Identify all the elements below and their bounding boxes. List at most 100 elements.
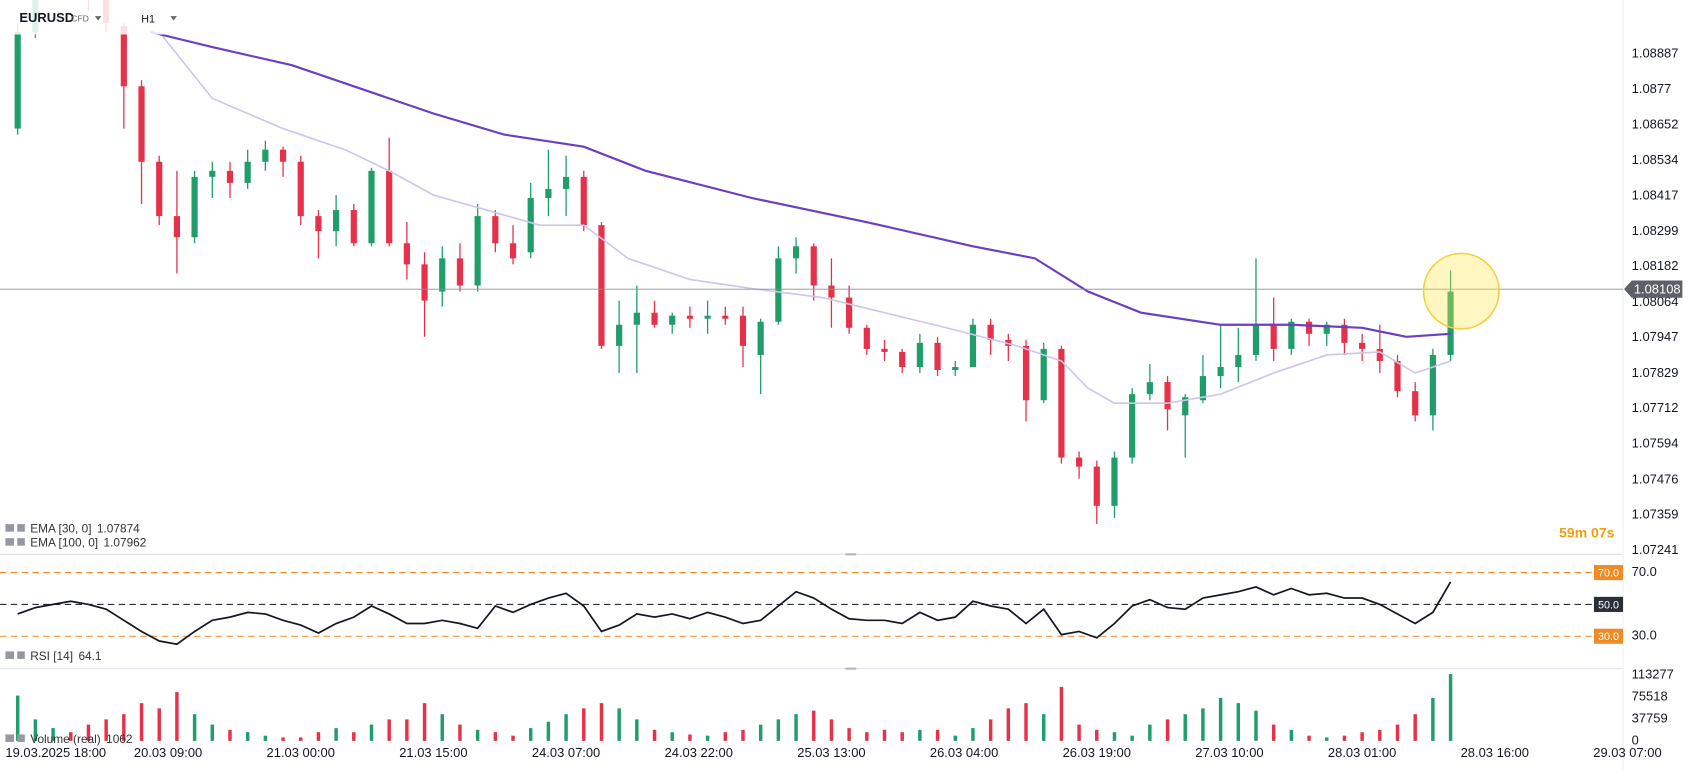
volume-bar	[1095, 729, 1099, 741]
candle-body	[209, 170, 216, 177]
volume-bar	[192, 714, 197, 741]
candle-body	[1182, 397, 1189, 416]
volume-bar	[1378, 729, 1382, 741]
candle-body	[350, 210, 357, 244]
price-plot	[14, 0, 1454, 524]
dropdown-arrow[interactable]	[170, 16, 177, 21]
volume-bar	[1006, 708, 1011, 741]
candle-body	[279, 149, 287, 162]
price-tick-label: 1.07947	[1632, 329, 1679, 344]
candle-body	[633, 312, 640, 325]
candle-body	[14, 31, 21, 129]
volume-bar	[139, 703, 144, 741]
candle-body	[138, 86, 145, 162]
volume-bar	[741, 729, 745, 741]
volume-bar	[953, 735, 957, 741]
volume-bar	[157, 708, 161, 741]
volume-bar	[281, 737, 285, 741]
candle-body	[1359, 342, 1366, 349]
legend-value: 1.07874	[97, 522, 140, 536]
volume-bar	[316, 732, 321, 741]
candle-body	[474, 216, 481, 286]
candle-body	[1058, 348, 1065, 458]
volume-bar	[758, 724, 763, 741]
volume-bar	[812, 710, 816, 741]
candle-body	[244, 161, 251, 183]
timeframe[interactable]: H1	[141, 13, 155, 25]
time-tick-label: 29.03 07:00	[1593, 745, 1661, 760]
volume-bar	[546, 721, 551, 741]
candle-body	[916, 342, 923, 368]
volume-bar	[1289, 729, 1294, 741]
volume-bar	[1165, 719, 1170, 741]
volume-bar	[617, 708, 621, 741]
volume-bar	[405, 719, 409, 741]
rsi-level-box	[1593, 565, 1624, 581]
volume-bar	[635, 719, 639, 741]
symbol[interactable]: EURUSD	[19, 10, 74, 25]
candle-body	[1376, 348, 1383, 361]
candle-body	[1022, 345, 1030, 401]
price-tick-label: 1.08417	[1632, 187, 1679, 202]
candle-body	[120, 25, 127, 87]
volume-bar	[971, 728, 975, 741]
volume-bar	[847, 728, 851, 741]
volume-bar	[528, 728, 533, 741]
volume-bar	[935, 729, 940, 741]
time-tick-label: 19.03.2025 18:00	[5, 745, 106, 760]
dropdown-arrow[interactable]	[94, 16, 102, 21]
time-tick-label: 21.03 15:00	[399, 745, 467, 760]
legend-icons	[5, 524, 25, 742]
rsi-tick-label: 70.0	[1632, 564, 1657, 579]
rsi-level-box	[1593, 628, 1624, 644]
volume-bar	[33, 719, 38, 741]
volume-bar	[228, 729, 232, 741]
time-tick-label: 21.03 00:00	[267, 745, 335, 760]
time-tick-label: 20.03 09:00	[134, 745, 202, 760]
price-tick-label: 1.07594	[1632, 436, 1679, 451]
rsi-line	[17, 581, 1452, 646]
volume-legend-value: 1062	[106, 732, 132, 746]
candle-body	[1394, 360, 1401, 392]
volume-bar	[263, 735, 268, 741]
candle-body	[810, 246, 817, 286]
time-tick-label: 25.03 13:00	[797, 745, 865, 760]
rsi-level-box	[1593, 596, 1624, 612]
volume-bar	[599, 703, 604, 741]
candle-body	[704, 315, 711, 319]
candle-body	[315, 216, 322, 232]
candle-body	[1129, 394, 1136, 458]
candle-body	[456, 258, 464, 286]
volume-bar	[1218, 697, 1223, 741]
time-tick-label: 24.03 22:00	[665, 745, 733, 760]
candle-body	[616, 324, 623, 346]
candle-body	[545, 188, 552, 198]
candle-body	[562, 176, 570, 189]
volume-bar	[1077, 724, 1081, 741]
volume-bar	[511, 735, 515, 741]
volume-bar	[104, 719, 108, 741]
volume-bar	[1024, 703, 1028, 741]
volume-tick-label: 113277	[1632, 667, 1674, 682]
volume-bar	[369, 724, 374, 741]
candle-body	[368, 170, 375, 244]
volume-bar	[776, 719, 781, 741]
volume-bar	[582, 708, 586, 741]
volume-bar	[210, 724, 215, 741]
candle-body	[987, 324, 994, 340]
candle-body	[775, 258, 782, 322]
candle-body	[757, 321, 764, 355]
volume-bar	[1413, 714, 1417, 741]
volume-tick-label: 37759	[1632, 710, 1668, 725]
highlight-circle	[1422, 252, 1500, 330]
candle-body	[1217, 367, 1224, 377]
candle-body	[262, 149, 269, 162]
volume-bar	[829, 719, 834, 741]
candle-body	[722, 315, 729, 319]
volume-bar	[15, 695, 20, 741]
candle-body	[1412, 391, 1419, 416]
time-tick-label: 26.03 19:00	[1063, 745, 1131, 760]
candle-body	[439, 258, 446, 292]
volume-bar	[458, 724, 462, 741]
